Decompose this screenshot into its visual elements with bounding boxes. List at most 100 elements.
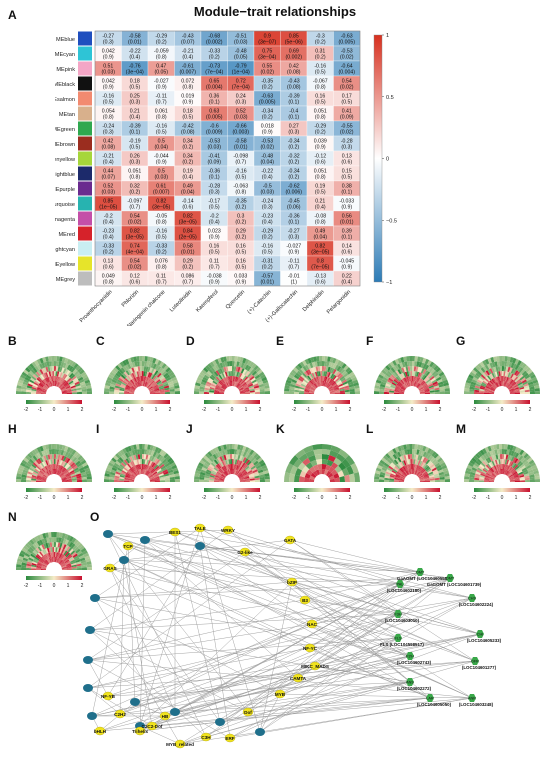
ring-segment xyxy=(139,454,142,460)
ring-segment xyxy=(152,357,157,364)
ring-segment xyxy=(338,374,344,380)
module-trait-heatmap: MEblue-0.27(0.3)-0.58(0.01)-0.29(0.2)-0.… xyxy=(55,30,397,326)
ring-segment xyxy=(23,545,29,551)
network-edge xyxy=(107,533,306,601)
ring-segment xyxy=(419,379,424,385)
ring-segment xyxy=(38,559,44,564)
ring-segment xyxy=(507,472,512,477)
ring-segment xyxy=(26,387,32,391)
ring-segment xyxy=(163,372,169,378)
ring-segment xyxy=(206,370,213,376)
cell-pvalue-label: (0.2) xyxy=(182,160,193,166)
network-edge xyxy=(289,539,421,573)
ring-segment xyxy=(492,384,497,389)
ring-segment xyxy=(45,383,50,388)
cell-corr-label: 0.75 xyxy=(262,49,272,55)
ring-segment xyxy=(334,388,340,391)
ring-segment xyxy=(527,381,534,386)
ring-segment xyxy=(329,390,335,393)
network-edge xyxy=(91,665,316,717)
ring-segment xyxy=(409,469,412,475)
ring-segment xyxy=(52,469,54,475)
cell-pvalue-label: (0.03) xyxy=(234,115,248,121)
ring-segment xyxy=(422,363,427,370)
cell-corr-label: 0.56 xyxy=(342,214,352,220)
ring-segment xyxy=(69,557,75,562)
ring-segment xyxy=(135,376,138,382)
ring-segment xyxy=(137,376,140,382)
ring-segment xyxy=(237,377,242,383)
ring-colorbar-label: -1 xyxy=(306,495,311,501)
ring-segment xyxy=(154,392,160,394)
ring-segment xyxy=(241,374,246,380)
cell-corr-label: -0.68 xyxy=(208,34,220,40)
ring-segment xyxy=(58,449,62,455)
ring-segment xyxy=(204,387,210,391)
ring-segment xyxy=(230,459,232,465)
ring-segment xyxy=(73,379,79,384)
ring-segment xyxy=(419,477,425,481)
ring-segment xyxy=(494,371,498,377)
ring-segment xyxy=(114,385,121,389)
ring-segment xyxy=(152,383,158,388)
ring-segment xyxy=(71,551,77,557)
ring-segment xyxy=(419,367,423,373)
cell-pvalue-label: (0.2) xyxy=(262,235,273,241)
ring-segment xyxy=(322,371,324,377)
ring-segment xyxy=(147,384,152,389)
ring-segment xyxy=(214,477,220,480)
cell-pvalue-label: (0.4) xyxy=(182,175,193,181)
cell-pvalue-label: (0.2) xyxy=(288,145,299,151)
ring-segment xyxy=(106,376,113,382)
cell-pvalue-label: (0.2) xyxy=(209,55,220,61)
ring-segment xyxy=(43,367,47,373)
ring-segment xyxy=(67,371,73,377)
ring-segment xyxy=(209,390,215,393)
ring-segment xyxy=(519,474,525,478)
ring-segment xyxy=(489,380,494,385)
ring-segment xyxy=(85,558,91,563)
ring-segment xyxy=(489,477,495,480)
ring-segment xyxy=(41,479,47,482)
ring-segment xyxy=(47,382,51,388)
ring-segment xyxy=(409,361,412,367)
ring-segment xyxy=(345,376,352,382)
ring-segment xyxy=(32,385,38,389)
network-edge xyxy=(311,597,473,625)
ring-segment xyxy=(264,479,270,482)
network-edge xyxy=(139,527,201,727)
cell-corr-label: 0.039 xyxy=(314,139,327,145)
ring-segment xyxy=(397,363,402,370)
ring-segment xyxy=(41,568,47,570)
ring-segment xyxy=(508,474,514,478)
cell-pvalue-label: (0.2) xyxy=(262,85,273,91)
ring-segment xyxy=(221,455,225,461)
ring-segment xyxy=(235,382,239,388)
ring-segment xyxy=(86,388,92,392)
ring-segment xyxy=(119,375,125,381)
ring-segment xyxy=(520,368,526,375)
ring-segment xyxy=(399,362,404,369)
ring-segment xyxy=(500,464,502,470)
ring-segment xyxy=(221,385,226,390)
ring-segment xyxy=(71,386,77,390)
ring-segment xyxy=(48,469,51,475)
ring-segment xyxy=(57,464,60,470)
ring-segment xyxy=(130,357,135,363)
ring-segment xyxy=(423,473,429,478)
ring-segment xyxy=(419,445,424,451)
ring-segment xyxy=(239,389,245,393)
cell-corr-label: -0.28 xyxy=(208,184,220,190)
ring-segment xyxy=(129,390,135,393)
ring-segment xyxy=(159,474,165,478)
ring-segment xyxy=(144,376,147,382)
ring-segment xyxy=(508,387,514,391)
ring-segment xyxy=(205,383,211,387)
ring-segment xyxy=(339,375,345,381)
cell-corr-label: -0.42 xyxy=(182,124,194,130)
ring-segment xyxy=(205,471,211,475)
ring-segment xyxy=(219,479,225,482)
ring-segment xyxy=(59,465,64,471)
ring-colorbar xyxy=(294,400,350,404)
ring-segment xyxy=(86,561,92,565)
